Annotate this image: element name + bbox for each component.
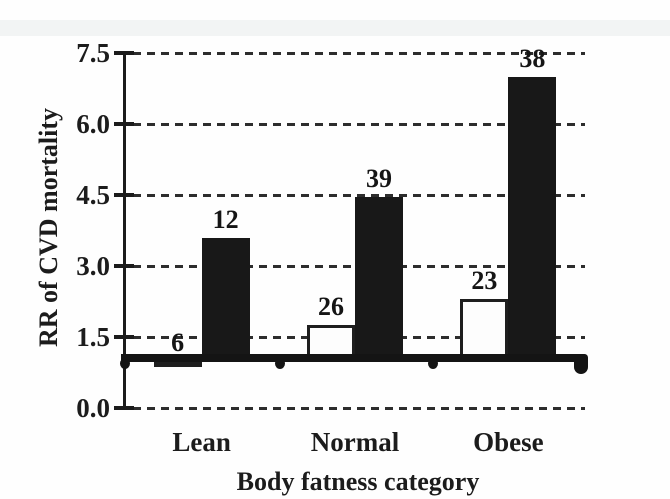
bar-obese-filled [508, 76, 557, 363]
y-gridline [133, 122, 585, 126]
bar-lean-open [153, 360, 202, 367]
reference-line-rr1 [121, 354, 577, 363]
bar-count-label: 26 [318, 292, 344, 322]
y-tick-label: 7.5 [76, 38, 110, 69]
bar-count-label: 6 [171, 327, 185, 357]
reference-line-end-hook [574, 354, 588, 375]
x-axis-title: Body fatness category [236, 467, 480, 496]
reference-line-tick-dot [428, 358, 438, 370]
bar-count-label: 38 [519, 43, 546, 73]
y-tick-label: 0.0 [76, 393, 110, 423]
bar-count-label: 39 [366, 164, 392, 194]
y-gridline [133, 51, 585, 55]
reference-line-tick-dot [275, 358, 285, 370]
y-axis-title: RR of CVD mortality [34, 107, 63, 347]
y-axis-line [123, 51, 126, 410]
scan-artifact-band [0, 20, 670, 36]
x-category-label-obese: Obese [473, 427, 544, 457]
bar-obese-open [460, 299, 509, 363]
bar-count-label: 23 [471, 266, 498, 296]
y-gridline [133, 193, 585, 197]
y-tick-label: 3.0 [76, 251, 110, 281]
x-category-label-lean: Lean [172, 427, 231, 457]
y-tick-label: 1.5 [76, 322, 110, 352]
bar-count-label: 12 [212, 204, 239, 234]
x-category-label-normal: Normal [310, 427, 400, 457]
y-tick-label: 6.0 [76, 109, 110, 140]
reference-line-tick-dot [120, 358, 130, 370]
bar-lean-filled [201, 237, 250, 363]
bar-normal-filled [355, 197, 403, 363]
y-gridline [133, 406, 585, 410]
y-tick-label: 4.5 [76, 180, 110, 210]
